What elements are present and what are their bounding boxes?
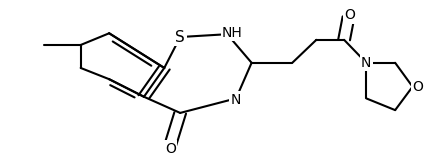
- Text: NH: NH: [222, 26, 243, 40]
- Text: S: S: [175, 30, 185, 44]
- Text: O: O: [412, 80, 424, 94]
- Text: O: O: [165, 142, 176, 156]
- Text: O: O: [344, 8, 355, 22]
- Text: N: N: [231, 92, 241, 107]
- Text: N: N: [361, 56, 372, 70]
